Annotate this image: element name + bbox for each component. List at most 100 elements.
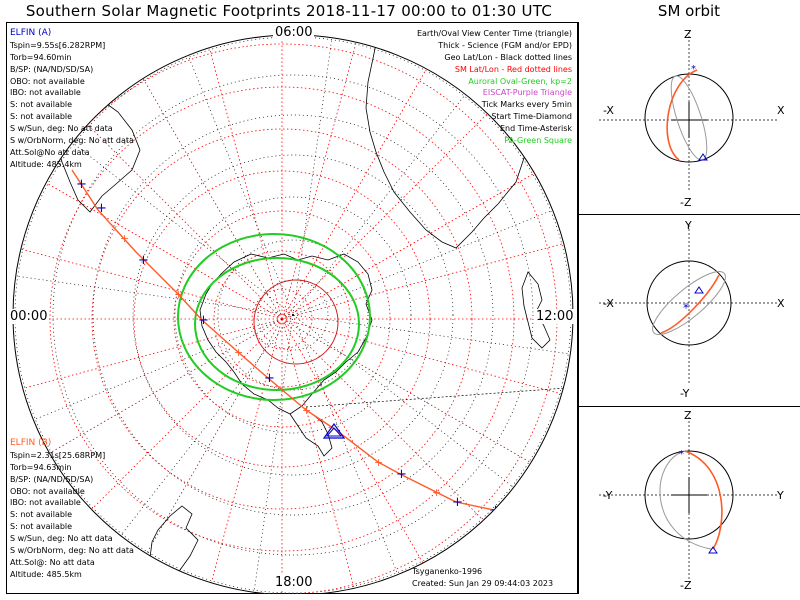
grid-ray xyxy=(292,202,572,316)
legend-item: End Time-Asterisk xyxy=(499,124,572,134)
axis-label-bottom: -Z xyxy=(680,579,692,592)
track-tick-blue: + xyxy=(452,495,463,510)
legend-item: Earth/Oval View Center Time (triangle) xyxy=(416,29,572,38)
elfin-a-line: Altitude: 485.4km xyxy=(10,159,82,169)
map-legend: Earth/Oval View Center Time (triangle) T… xyxy=(417,28,572,147)
track-tick-red: + xyxy=(374,456,383,469)
elfin-b-line: S w/OrbNorm, deg: No att data xyxy=(10,546,134,556)
credit-created: Created: Sun Jan 29 09:44:03 2023 xyxy=(412,578,554,588)
axis-label-right: X xyxy=(777,104,785,117)
new-zealand-coastline xyxy=(521,271,551,349)
axis-label-left: -X xyxy=(603,104,614,117)
elfin-b-line: B/SP: (NA/ND/SD/SA) xyxy=(10,474,94,484)
grid-ray xyxy=(292,314,530,500)
elfin-b-line: OBO: not available xyxy=(10,486,85,496)
axis-label-top: Y xyxy=(684,219,692,232)
antarctica-coastline xyxy=(199,253,373,415)
lt-1200-label: 12:00 xyxy=(534,309,576,324)
orbit-triangle xyxy=(708,546,718,554)
axis-label-right: Y xyxy=(776,489,784,502)
grid-ray xyxy=(21,168,283,320)
grid-ray xyxy=(292,35,336,316)
auroral-oval-inner xyxy=(194,257,360,391)
elfin-a-line: S w/OrbNorm, deg: No att data xyxy=(10,136,134,146)
legend-item: Auroral Oval-Green, kp=2 xyxy=(468,76,572,86)
axis-label-right: X xyxy=(777,297,785,310)
eiscat-dotted-line xyxy=(305,387,567,408)
page-title: Southern Solar Magnetic Footprints 2018-… xyxy=(25,2,553,20)
orbit-panel-xy: * Y -Y -X X xyxy=(599,219,785,400)
polar-cap-circle xyxy=(253,279,339,365)
elfin-a-line: S: not available xyxy=(10,112,73,122)
grid-ray xyxy=(203,35,283,320)
track-tick-red: + xyxy=(234,346,243,359)
grid-ray xyxy=(281,240,572,320)
elfin-b-header: ELFIN (B) xyxy=(10,438,52,448)
track-tick-red: + xyxy=(120,232,129,245)
elfin-b-line: S w/Sun, deg: No att data xyxy=(10,534,113,544)
elfin-b-line: S: not available xyxy=(10,510,73,520)
elfin-a-line: Att.Sol@No att data xyxy=(10,147,90,157)
orbit-triangle xyxy=(694,286,704,294)
orbit-end-asterisk: * xyxy=(683,301,689,315)
credit-model: Tsyganenko-1996 xyxy=(412,567,483,576)
elfin-a-line: S w/Sun, deg: No att data xyxy=(10,124,113,134)
track-tick-blue: + xyxy=(396,467,407,482)
lt-0000-label: 00:00 xyxy=(8,309,50,324)
view-center-triangle-inner xyxy=(325,427,343,437)
elfin-a-header: ELFIN (A) xyxy=(10,28,52,38)
legend-item: Start Time-Diamond xyxy=(491,112,572,122)
credit-block: Tsyganenko-1996 Created: Sun Jan 29 09:4… xyxy=(412,566,553,589)
track-tick-blue: + xyxy=(76,177,87,192)
axis-label-bottom: -Y xyxy=(680,387,690,400)
grid-ray xyxy=(14,314,294,428)
orbit-end-asterisk: * xyxy=(691,64,696,75)
elfin-track xyxy=(71,169,507,511)
axis-label-left: -Y xyxy=(603,489,613,502)
grid-ray xyxy=(281,58,433,320)
elfin-b-line: Torb=94.63min xyxy=(10,462,72,472)
orbit-panel-yz: * Z -Z -Y Y xyxy=(599,409,784,592)
footprint-map: + + + + + + + + + + + + + + 06:00 00:00 12:00 18:00 xyxy=(6,22,578,594)
grid-ray xyxy=(281,35,361,320)
antarctic-peninsula xyxy=(289,413,333,457)
track-tick-blue: + xyxy=(198,313,209,328)
track-tick-marks: + + + + + + + + + + + + + + xyxy=(76,177,501,518)
orbit-panels xyxy=(578,22,800,594)
elfin-b-line: IBO: not available xyxy=(10,498,81,508)
elfin-b-line: Att.Sol@: No att data xyxy=(10,557,95,567)
elfin-a-line: S: not available xyxy=(10,100,73,110)
track-tick-red: + xyxy=(302,404,311,417)
elfin-b-line: Tspin=2.31s[25.68RPM] xyxy=(10,450,106,460)
track-tick-blue: + xyxy=(264,371,275,386)
axis-label-left: -X xyxy=(603,297,614,310)
track-tick-blue: + xyxy=(138,253,149,268)
elfin-a-line: OBO: not available xyxy=(10,76,85,86)
elfin-b-info: ELFIN (B) Tspin=2.31s[25.68RPM] Torb=94.… xyxy=(10,438,134,581)
axis-label-top: Z xyxy=(684,28,692,41)
orbit-divider xyxy=(578,406,800,407)
legend-item: PA-Green Square xyxy=(504,136,572,146)
elfin-b-line: S: not available xyxy=(10,522,73,532)
lt-1800-label: 18:00 xyxy=(273,575,315,590)
south-america-coastline xyxy=(149,505,199,583)
axis-label-top: Z xyxy=(684,409,692,422)
elfin-a-line: IBO: not available xyxy=(10,88,81,98)
orbit-divider xyxy=(578,214,800,215)
lt-0600-label: 06:00 xyxy=(273,25,315,40)
track-tick-red: + xyxy=(432,486,441,499)
grid-ray xyxy=(281,318,572,398)
orbit-panel-xz: * Z -Z -X X xyxy=(599,28,785,209)
elfin-a-line: B/SP: (NA/ND/SD/SA) xyxy=(10,64,94,74)
view-center-triangle xyxy=(322,422,346,439)
track-tick-blue: + xyxy=(490,503,501,518)
axis-label-bottom: -Z xyxy=(680,196,692,209)
grid-ray xyxy=(203,318,283,594)
elfin-a-line: Tspin=9.55s[6.282RPM] xyxy=(10,40,106,50)
auroral-oval-outer xyxy=(177,233,371,401)
grid-ray xyxy=(131,58,283,320)
legend-item: Geo Lat/Lon - Black dotted lines xyxy=(444,52,572,62)
orbit-end-asterisk: * xyxy=(679,449,684,460)
orbit-triangle xyxy=(698,153,708,161)
legend-item: EISCAT-Purple Triangle xyxy=(482,88,572,98)
